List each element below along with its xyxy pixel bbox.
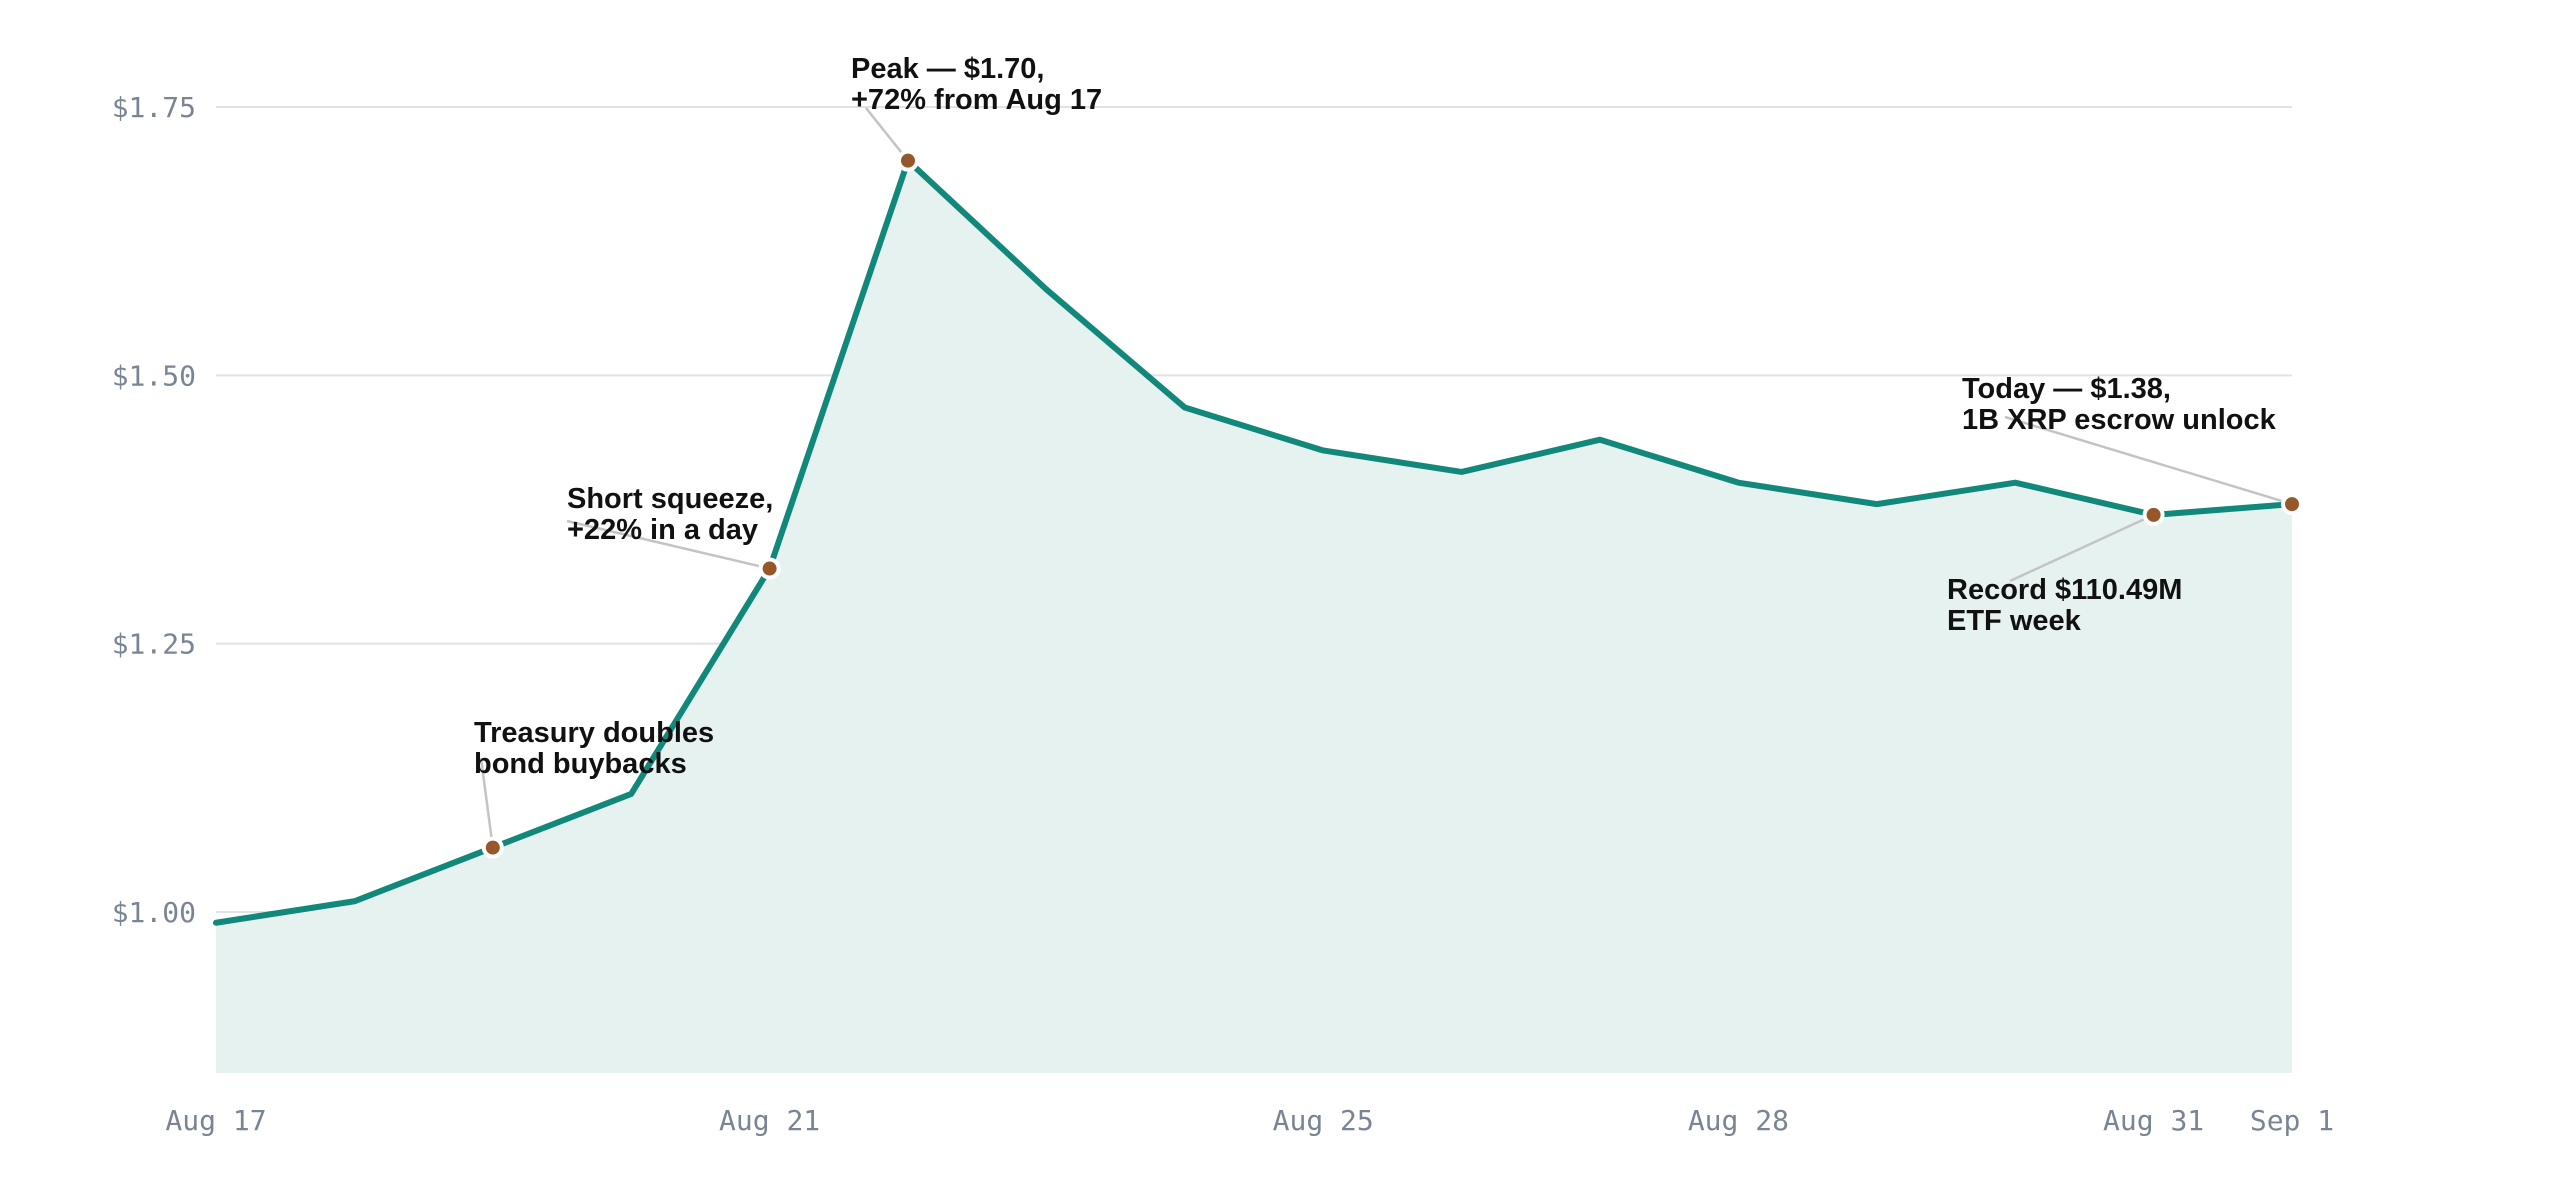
x-tick-label: Aug 25 xyxy=(1273,1104,1374,1137)
annotation-line: 1B XRP escrow unlock xyxy=(1962,404,2277,436)
event-marker[interactable] xyxy=(2142,503,2165,526)
annotation-labels: Treasury doubles bond buybacks Short squee… xyxy=(474,53,2277,780)
annotation-label: Record $110.49M ETF week xyxy=(1947,574,2182,637)
y-tick-label: $1.25 xyxy=(112,628,196,661)
y-tick-label: $1.50 xyxy=(112,359,196,392)
annotation-line: ETF week xyxy=(1947,605,2082,637)
area-fill-group xyxy=(216,160,2292,1073)
annotation-label: Treasury doubles bond buybacks xyxy=(474,717,714,780)
annotation-label: Today — $1.38, 1B XRP escrow unlock xyxy=(1962,373,2277,436)
annotation-line: +72% from Aug 17 xyxy=(851,84,1102,116)
y-tick-label: $1.00 xyxy=(112,896,196,929)
annotation-line: +22% in a day xyxy=(567,514,758,546)
price-line-group xyxy=(213,157,2295,926)
annotation-leaders xyxy=(479,107,2293,848)
x-tick-label: Aug 21 xyxy=(719,1104,820,1137)
x-tick-label: Aug 31 xyxy=(2103,1104,2204,1137)
annotation-leader-line xyxy=(566,519,770,570)
event-marker[interactable] xyxy=(2281,493,2303,516)
annotation-line: Record $110.49M xyxy=(1947,574,2182,606)
price-line xyxy=(213,157,2295,926)
event-markers xyxy=(481,149,2303,859)
annotation-leader-line xyxy=(2004,415,2293,506)
area-fill xyxy=(216,160,2292,1073)
x-tick-label: Sep 1 xyxy=(2250,1104,2334,1137)
x-axis-ticks: Aug 17 Aug 21 Aug 25 Aug 28 Aug 31 Sep 1 xyxy=(165,1104,2334,1137)
event-marker[interactable] xyxy=(758,557,781,580)
annotation-line: Short squeeze, xyxy=(567,483,773,515)
annotation-label: Short squeeze, +22% in a day xyxy=(567,483,773,546)
x-tick-label: Aug 17 xyxy=(165,1104,266,1137)
annotation-leader-line xyxy=(865,107,909,162)
event-marker[interactable] xyxy=(897,149,919,172)
annotation-leader-line xyxy=(479,757,495,848)
annotation-line: Today — $1.38, xyxy=(1962,373,2171,405)
annotation-leader-line xyxy=(2009,513,2155,583)
annotation-line: Treasury doubles xyxy=(474,717,714,749)
annotation-label: Peak — $1.70, +72% from Aug 17 xyxy=(851,53,1102,116)
x-tick-label: Aug 28 xyxy=(1688,1104,1789,1137)
annotation-line: bond buybacks xyxy=(474,748,687,780)
y-tick-label: $1.75 xyxy=(112,91,196,124)
y-axis-ticks: $1.00 $1.25 $1.50 $1.75 xyxy=(112,91,196,929)
event-marker[interactable] xyxy=(481,836,504,859)
annotation-line: Peak — $1.70, xyxy=(851,53,1044,85)
